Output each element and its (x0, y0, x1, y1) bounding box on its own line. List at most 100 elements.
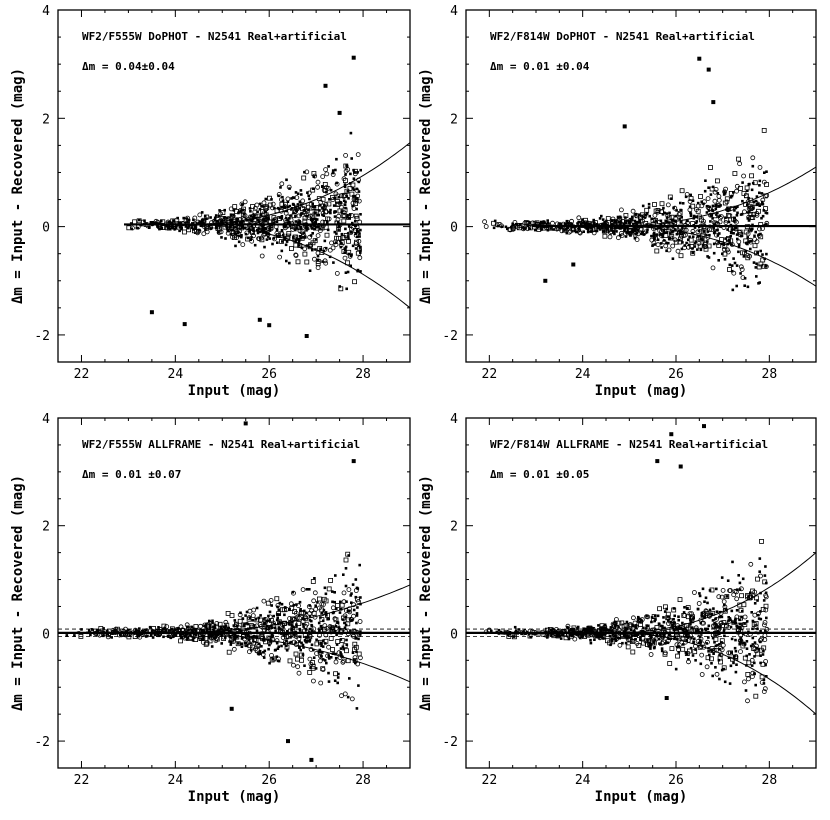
data-point (696, 628, 700, 632)
data-point (522, 220, 528, 226)
data-point (298, 207, 301, 210)
data-point (756, 208, 761, 214)
data-point (302, 223, 306, 227)
data-point (274, 629, 277, 633)
data-point (661, 235, 664, 239)
data-point (134, 629, 138, 632)
data-point (286, 221, 290, 225)
data-point (282, 620, 288, 626)
data-point (356, 235, 359, 239)
outlier-point (267, 323, 272, 328)
data-point (748, 561, 754, 567)
data-point (762, 678, 766, 681)
data-point (763, 206, 768, 212)
data-point (698, 194, 703, 199)
data-point (142, 223, 146, 226)
data-point (758, 570, 761, 573)
data-point (565, 231, 569, 235)
data-point (758, 638, 763, 643)
data-point (306, 215, 312, 221)
data-point (694, 648, 697, 651)
data-point (737, 630, 741, 634)
data-point (703, 240, 708, 246)
data-point (759, 610, 762, 613)
data-point (742, 255, 746, 258)
data-point (616, 235, 621, 241)
data-point (197, 221, 200, 225)
data-point (711, 619, 715, 622)
data-point (355, 614, 359, 617)
data-point (660, 233, 664, 237)
data-point (517, 628, 521, 631)
data-point (616, 215, 620, 219)
data-point (138, 631, 141, 635)
data-point (755, 203, 759, 206)
x-axis-label: Input (mag) (595, 789, 688, 805)
data-point (191, 630, 195, 633)
x-axis-label: Input (mag) (188, 383, 281, 399)
data-point (718, 677, 721, 681)
data-point (343, 251, 346, 254)
data-point (167, 226, 171, 229)
data-point (301, 203, 307, 209)
data-point (569, 628, 573, 632)
data-point (585, 223, 591, 229)
data-point (351, 244, 355, 248)
data-point (293, 634, 299, 640)
data-point (279, 186, 282, 189)
data-point (270, 624, 273, 628)
data-point (610, 637, 614, 640)
data-point (178, 226, 182, 229)
data-point (346, 190, 350, 193)
data-point (270, 201, 276, 207)
data-point (228, 631, 231, 635)
data-point (714, 671, 720, 677)
data-point (204, 228, 207, 231)
data-point (207, 631, 211, 634)
data-point (222, 631, 225, 635)
data-point (340, 210, 343, 213)
data-point (714, 617, 719, 622)
data-point (633, 219, 637, 223)
data-point (612, 633, 615, 636)
data-point (283, 634, 289, 640)
data-point (736, 156, 741, 162)
data-point (501, 225, 504, 228)
data-point (298, 640, 301, 643)
data-point (305, 588, 309, 591)
data-point (341, 176, 347, 182)
data-point (673, 635, 677, 639)
data-point (354, 232, 357, 236)
outlier-point (182, 322, 187, 327)
data-point (229, 233, 233, 236)
data-point (695, 203, 701, 209)
data-point (673, 614, 676, 618)
data-point (195, 230, 201, 236)
data-point (298, 224, 304, 230)
data-point (680, 646, 686, 652)
data-point (626, 225, 629, 228)
data-point (747, 630, 750, 634)
data-point (739, 213, 743, 216)
data-point (261, 200, 267, 206)
data-point (749, 247, 752, 251)
data-point (753, 641, 757, 644)
data-point (312, 590, 318, 596)
data-point (328, 657, 331, 660)
data-point (659, 226, 662, 230)
data-point (298, 600, 302, 604)
data-point (689, 646, 693, 650)
data-point (709, 193, 713, 196)
data-point (313, 577, 316, 580)
data-point (600, 214, 603, 218)
y-tick-label: 0 (42, 627, 50, 642)
data-point (638, 631, 641, 635)
data-point (308, 619, 312, 622)
data-point (749, 657, 755, 663)
data-point (311, 248, 314, 252)
data-point (279, 181, 285, 187)
data-point (272, 222, 275, 225)
data-point (599, 623, 605, 629)
data-point (295, 207, 298, 210)
